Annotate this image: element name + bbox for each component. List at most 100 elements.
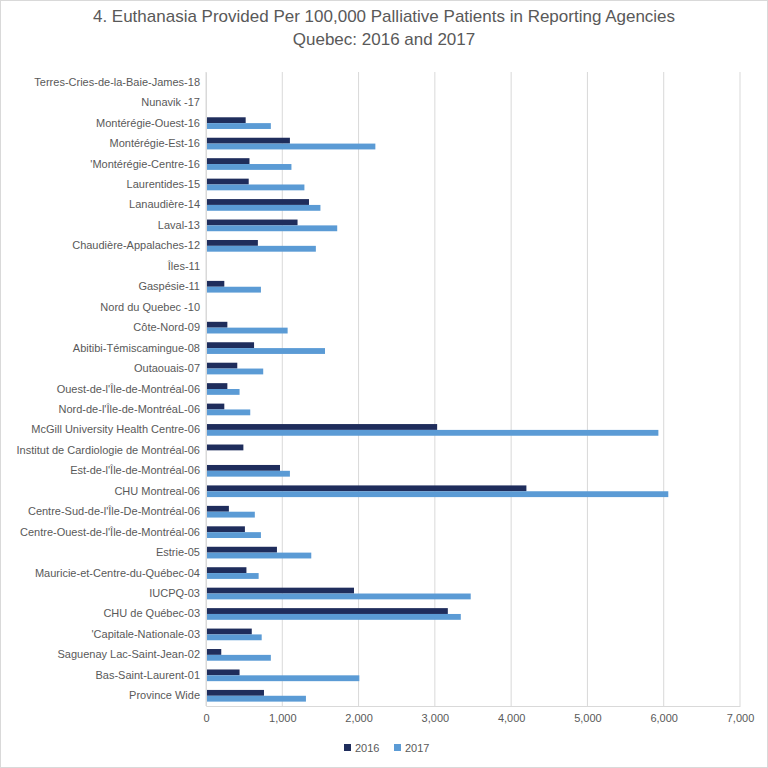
- y-tick-label: Mauricie-et-Centre-du-Québec-04: [35, 567, 200, 579]
- bar: [206, 281, 224, 287]
- y-tick: Côte-Nord-09: [133, 321, 206, 333]
- y-tick: Montérégie-Est-16: [110, 137, 207, 149]
- bar: [206, 675, 359, 681]
- y-tick-label: Centre-Sud-de-l'Île-De-Montréal-06: [28, 505, 200, 517]
- bar: [206, 424, 437, 430]
- bar: [206, 532, 261, 538]
- y-tick: Laurentides-15: [127, 178, 206, 190]
- grid-line: [511, 72, 512, 706]
- bar: [206, 363, 237, 369]
- x-tick-label: 0: [203, 712, 209, 724]
- y-tick: Nord du Quebec -10: [100, 301, 206, 313]
- y-tick-label: CHU Montreal-06: [114, 485, 200, 497]
- x-tick: 6,000: [650, 706, 678, 724]
- bar: [206, 220, 298, 226]
- y-tick: Est-de-l'Île-de-Montréal-06: [70, 464, 206, 476]
- y-tick: Laval-13: [158, 219, 206, 231]
- bar: [206, 634, 262, 640]
- bar: [206, 553, 311, 559]
- y-tick: Estrie-05: [156, 546, 206, 558]
- y-tick: Bas-Saint-Laurent-01: [95, 669, 206, 681]
- bar: [206, 526, 245, 532]
- y-tick: Îles-11: [167, 260, 206, 272]
- bar: [206, 123, 271, 129]
- y-tick-label: Laval-13: [158, 219, 200, 231]
- x-tick: 3,000: [422, 706, 450, 724]
- y-tick-label: Bas-Saint-Laurent-01: [95, 669, 200, 681]
- y-tick: Lanaudière-14: [129, 198, 206, 210]
- y-tick: Terres-Cries-de-la-Baie-James-18: [34, 76, 206, 88]
- x-tick: 7,000: [727, 706, 755, 724]
- x-tick: 0: [203, 706, 209, 724]
- bar: [206, 471, 290, 477]
- y-tick: McGill University Health Centre-06: [31, 423, 206, 435]
- y-tick-label: Laurentides-15: [127, 178, 200, 190]
- bar: [206, 144, 375, 150]
- y-tick-label: IUCPQ-03: [149, 587, 200, 599]
- x-tick: 1,000: [269, 706, 297, 724]
- y-tick: Abitibi-Témiscamingue-08: [73, 342, 206, 354]
- y-tick-label: Province Wide: [129, 689, 200, 701]
- bar: [206, 465, 280, 471]
- y-tick: Mauricie-et-Centre-du-Québec-04: [35, 567, 206, 579]
- bar: [206, 573, 259, 579]
- grid: [206, 72, 740, 706]
- x-tick-label: 3,000: [422, 712, 450, 724]
- y-tick: Centre-Ouest-de-l'Île-de-Montréal-06: [20, 526, 206, 538]
- bar: [206, 383, 227, 389]
- bar: [206, 138, 290, 144]
- y-tick-label: Nord du Quebec -10: [100, 301, 200, 313]
- y-tick: Outaouais-07: [134, 362, 206, 374]
- y-tick: Ouest-de-l'Île-de-Montréal-06: [57, 383, 206, 395]
- bar: [206, 594, 471, 600]
- bar: [206, 184, 304, 190]
- x-tick: 2,000: [345, 706, 373, 724]
- y-tick: Nunavik -17: [141, 96, 206, 108]
- bar: [206, 669, 240, 675]
- bar: [206, 690, 264, 696]
- y-tick-label: Est-de-l'Île-de-Montréal-06: [70, 464, 200, 476]
- x-tick-label: 1,000: [269, 712, 297, 724]
- y-tick: Province Wide: [129, 689, 206, 701]
- bar: [206, 629, 252, 635]
- y-tick: Gaspésie-11: [138, 280, 206, 292]
- x-tick-label: 5,000: [574, 712, 602, 724]
- x-axis: 01,0002,0003,0004,0005,0006,0007,000: [203, 706, 754, 724]
- bar: [206, 404, 224, 410]
- y-tick-label: Îles-11: [167, 260, 200, 272]
- y-tick: Institut de Cardiologie de Montréal-06: [17, 444, 206, 456]
- x-tick-label: 6,000: [650, 712, 678, 724]
- bar: [206, 547, 277, 553]
- grid-line: [663, 72, 664, 706]
- bar: [206, 328, 288, 334]
- bar: [206, 588, 354, 594]
- y-tick-label: Outaouais-07: [134, 362, 200, 374]
- y-tick-label: Saguenay Lac-Saint-Jean-02: [58, 648, 200, 660]
- bar: [206, 485, 526, 491]
- bar: [206, 512, 255, 518]
- bar: [206, 342, 254, 348]
- bar: [206, 369, 263, 375]
- y-tick-label: 'Capitale-Nationale-03: [92, 628, 201, 640]
- y-axis: Terres-Cries-de-la-Baie-James-18 Nunavik …: [17, 73, 207, 707]
- grid-line: [587, 72, 588, 706]
- y-tick-label: Côte-Nord-09: [133, 321, 200, 333]
- y-tick-label: Centre-Ouest-de-l'Île-de-Montréal-06: [20, 526, 200, 538]
- y-tick: Saguenay Lac-Saint-Jean-02: [58, 648, 206, 660]
- y-tick: Nord-de-l'Île-de-MontréaL-06: [59, 403, 207, 415]
- y-tick-label: Nunavik -17: [141, 96, 200, 108]
- bar: [206, 655, 271, 661]
- plot: 01,0002,0003,0004,0005,0006,0007,000Terr…: [17, 72, 755, 724]
- y-tick-label: Nord-de-l'Île-de-MontréaL-06: [59, 403, 201, 415]
- y-tick: 'Montérégie-Centre-16: [90, 158, 206, 170]
- y-tick-label: Terres-Cries-de-la-Baie-James-18: [34, 76, 200, 88]
- y-tick-label: Estrie-05: [156, 546, 200, 558]
- bar: [206, 491, 668, 497]
- y-tick-label: Ouest-de-l'Île-de-Montréal-06: [57, 383, 200, 395]
- chart: 4. Euthanasia Provided Per 100,000 Palli…: [0, 0, 768, 768]
- y-tick-label: CHU de Québec-03: [103, 607, 200, 619]
- legend-label: 2016: [355, 742, 379, 754]
- y-tick: Montérégie-Ouest-16: [96, 117, 206, 129]
- y-tick-label: Chaudière-Appalaches-12: [72, 239, 200, 251]
- y-tick-label: Montérégie-Ouest-16: [96, 117, 200, 129]
